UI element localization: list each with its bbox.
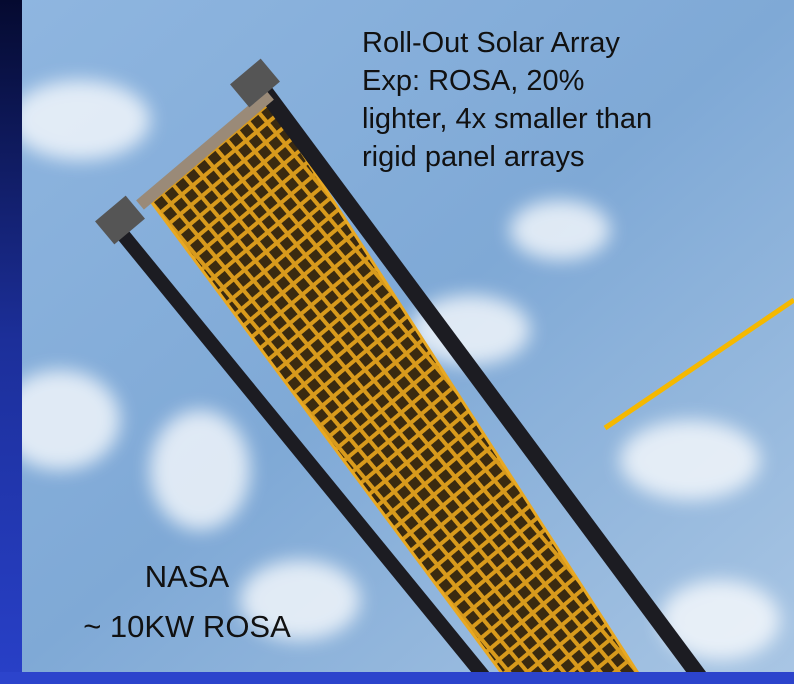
text-line: NASA bbox=[22, 552, 352, 602]
label: NASA~ 10KW ROSA bbox=[22, 552, 352, 652]
text-line: lighter, 4x smaller than bbox=[362, 100, 652, 138]
text-line: ~ 10KW ROSA bbox=[22, 602, 352, 652]
slide: Roll-Out Solar ArrayExp: ROSA, 20%lighte… bbox=[0, 0, 794, 684]
text-line: rigid panel arrays bbox=[362, 138, 652, 176]
text-line: Exp: ROSA, 20% bbox=[362, 62, 652, 100]
text-line: Roll-Out Solar Array bbox=[362, 24, 652, 62]
